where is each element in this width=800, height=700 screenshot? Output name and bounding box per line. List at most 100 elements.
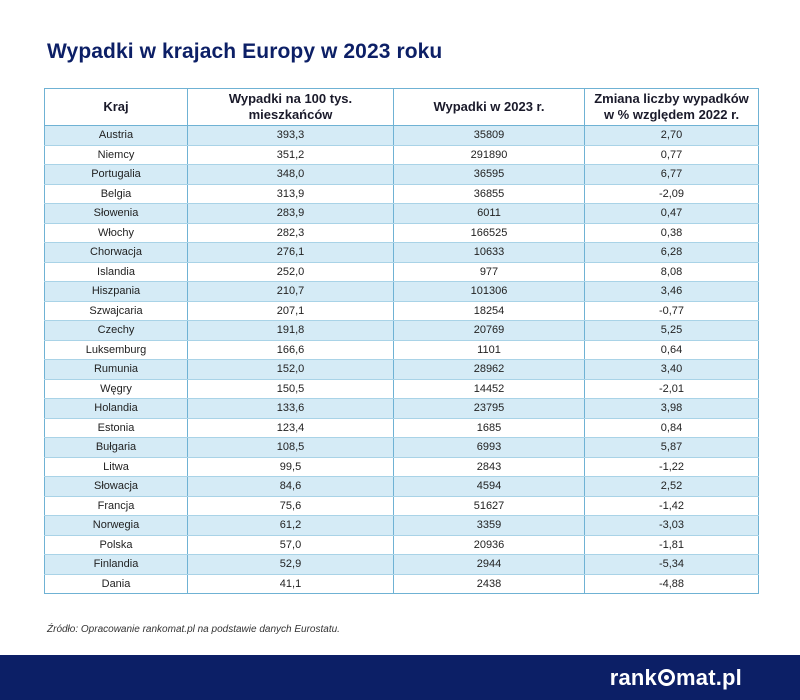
cell-accidents-2023: 20936 bbox=[393, 535, 585, 555]
cell-country: Węgry bbox=[44, 379, 188, 399]
table-row: Norwegia 61,2 3359 -3,03 bbox=[44, 515, 759, 536]
column-header-accidents-per-100k: Wypadki na 100 tys. mieszkańców bbox=[187, 88, 394, 126]
cell-change-percent: 3,40 bbox=[584, 359, 759, 380]
cell-change-percent: -2,01 bbox=[584, 379, 759, 399]
cell-country: Słowenia bbox=[44, 203, 188, 224]
cell-accidents-2023: 2843 bbox=[393, 457, 585, 477]
cell-accidents-per-100k: 210,7 bbox=[187, 281, 394, 302]
cell-accidents-per-100k: 150,5 bbox=[187, 379, 394, 399]
table-row: Włochy 282,3 166525 0,38 bbox=[44, 223, 759, 243]
cell-change-percent: 5,25 bbox=[584, 320, 759, 341]
source-note: Źródło: Opracowanie rankomat.pl na podst… bbox=[47, 624, 340, 635]
cell-accidents-2023: 3359 bbox=[393, 515, 585, 536]
cell-accidents-2023: 6011 bbox=[393, 203, 585, 224]
cell-country: Szwajcaria bbox=[44, 301, 188, 321]
cell-accidents-2023: 36595 bbox=[393, 164, 585, 185]
cell-change-percent: 0,77 bbox=[584, 145, 759, 165]
cell-change-percent: -0,77 bbox=[584, 301, 759, 321]
cell-change-percent: 8,08 bbox=[584, 262, 759, 282]
cell-accidents-per-100k: 166,6 bbox=[187, 340, 394, 360]
table-row: Słowacja 84,6 4594 2,52 bbox=[44, 476, 759, 497]
cell-change-percent: 6,77 bbox=[584, 164, 759, 185]
cell-change-percent: 3,98 bbox=[584, 398, 759, 419]
cell-country: Rumunia bbox=[44, 359, 188, 380]
cell-accidents-per-100k: 152,0 bbox=[187, 359, 394, 380]
cell-change-percent: -3,03 bbox=[584, 515, 759, 536]
cell-accidents-2023: 166525 bbox=[393, 223, 585, 243]
table-row: Szwajcaria 207,1 18254 -0,77 bbox=[44, 301, 759, 321]
cell-accidents-per-100k: 313,9 bbox=[187, 184, 394, 204]
table-row: Bułgaria 108,5 6993 5,87 bbox=[44, 437, 759, 458]
cell-accidents-per-100k: 123,4 bbox=[187, 418, 394, 438]
cell-accidents-per-100k: 99,5 bbox=[187, 457, 394, 477]
table-row: Estonia 123,4 1685 0,84 bbox=[44, 418, 759, 438]
table-row: Luksemburg 166,6 1101 0,64 bbox=[44, 340, 759, 360]
footer-bar: rank mat.pl bbox=[0, 655, 800, 700]
table-row: Francja 75,6 51627 -1,42 bbox=[44, 496, 759, 516]
cell-change-percent: -1,81 bbox=[584, 535, 759, 555]
cell-country: Luksemburg bbox=[44, 340, 188, 360]
cell-change-percent: 0,64 bbox=[584, 340, 759, 360]
table-row: Niemcy 351,2 291890 0,77 bbox=[44, 145, 759, 165]
cell-accidents-2023: 4594 bbox=[393, 476, 585, 497]
cell-change-percent: 5,87 bbox=[584, 437, 759, 458]
cell-change-percent: 0,84 bbox=[584, 418, 759, 438]
cell-country: Włochy bbox=[44, 223, 188, 243]
cell-change-percent: -5,34 bbox=[584, 554, 759, 575]
cell-accidents-2023: 2944 bbox=[393, 554, 585, 575]
logo-text-prefix: rank bbox=[609, 665, 657, 690]
cell-accidents-per-100k: 191,8 bbox=[187, 320, 394, 341]
cell-accidents-2023: 1685 bbox=[393, 418, 585, 438]
cell-change-percent: 3,46 bbox=[584, 281, 759, 302]
cell-country: Belgia bbox=[44, 184, 188, 204]
cell-accidents-per-100k: 283,9 bbox=[187, 203, 394, 224]
cell-accidents-2023: 35809 bbox=[393, 125, 585, 146]
cell-accidents-2023: 2438 bbox=[393, 574, 585, 594]
cell-country: Litwa bbox=[44, 457, 188, 477]
data-table: Kraj Wypadki na 100 tys. mieszkańców Wyp… bbox=[44, 88, 759, 594]
cell-accidents-per-100k: 84,6 bbox=[187, 476, 394, 497]
cell-country: Bułgaria bbox=[44, 437, 188, 458]
cell-country: Słowacja bbox=[44, 476, 188, 497]
cell-accidents-per-100k: 276,1 bbox=[187, 242, 394, 263]
cell-accidents-per-100k: 351,2 bbox=[187, 145, 394, 165]
cell-country: Holandia bbox=[44, 398, 188, 419]
cell-accidents-2023: 1101 bbox=[393, 340, 585, 360]
cell-accidents-per-100k: 393,3 bbox=[187, 125, 394, 146]
table-row: Holandia 133,6 23795 3,98 bbox=[44, 398, 759, 419]
cell-accidents-2023: 18254 bbox=[393, 301, 585, 321]
cell-country: Austria bbox=[44, 125, 188, 146]
logo-o-icon bbox=[658, 669, 675, 686]
cell-accidents-2023: 28962 bbox=[393, 359, 585, 380]
cell-accidents-2023: 23795 bbox=[393, 398, 585, 419]
cell-country: Finlandia bbox=[44, 554, 188, 575]
cell-country: Francja bbox=[44, 496, 188, 516]
cell-accidents-2023: 14452 bbox=[393, 379, 585, 399]
table-row: Węgry 150,5 14452 -2,01 bbox=[44, 379, 759, 399]
cell-accidents-per-100k: 41,1 bbox=[187, 574, 394, 594]
cell-country: Polska bbox=[44, 535, 188, 555]
cell-accidents-2023: 291890 bbox=[393, 145, 585, 165]
column-header-accidents-2023: Wypadki w 2023 r. bbox=[393, 88, 585, 126]
cell-change-percent: 0,47 bbox=[584, 203, 759, 224]
table-row: Chorwacja 276,1 10633 6,28 bbox=[44, 242, 759, 263]
cell-country: Hiszpania bbox=[44, 281, 188, 302]
cell-country: Islandia bbox=[44, 262, 188, 282]
cell-accidents-2023: 10633 bbox=[393, 242, 585, 263]
table-row: Litwa 99,5 2843 -1,22 bbox=[44, 457, 759, 477]
cell-change-percent: -2,09 bbox=[584, 184, 759, 204]
cell-country: Estonia bbox=[44, 418, 188, 438]
cell-accidents-per-100k: 207,1 bbox=[187, 301, 394, 321]
column-header-country: Kraj bbox=[44, 88, 188, 126]
cell-accidents-2023: 51627 bbox=[393, 496, 585, 516]
table-row: Rumunia 152,0 28962 3,40 bbox=[44, 359, 759, 380]
cell-change-percent: -1,22 bbox=[584, 457, 759, 477]
cell-accidents-per-100k: 282,3 bbox=[187, 223, 394, 243]
cell-accidents-2023: 20769 bbox=[393, 320, 585, 341]
cell-change-percent: 2,70 bbox=[584, 125, 759, 146]
cell-accidents-2023: 101306 bbox=[393, 281, 585, 302]
cell-accidents-2023: 6993 bbox=[393, 437, 585, 458]
cell-change-percent: -1,42 bbox=[584, 496, 759, 516]
cell-accidents-per-100k: 52,9 bbox=[187, 554, 394, 575]
cell-country: Chorwacja bbox=[44, 242, 188, 263]
